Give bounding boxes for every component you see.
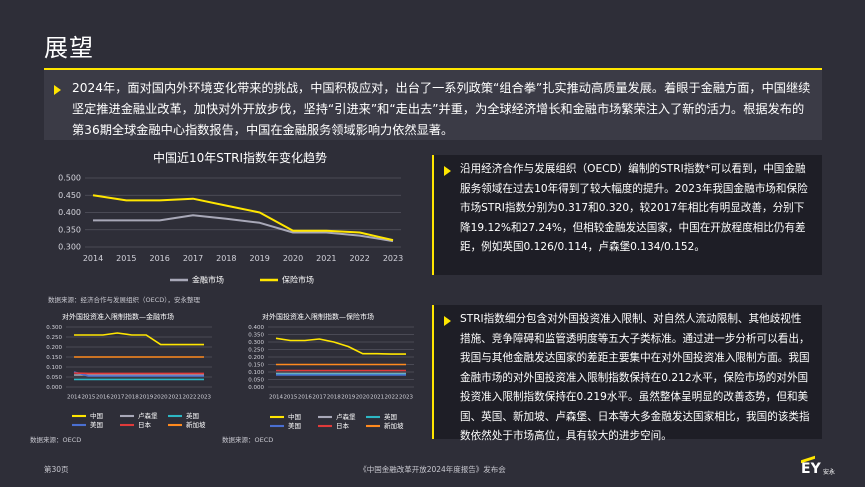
x-tick-label: 2023 bbox=[399, 395, 413, 401]
small-chart-1-source: 数据来源：OECD bbox=[30, 436, 82, 444]
x-tick-label: 2015 bbox=[283, 395, 297, 401]
legend-label: 金融市场 bbox=[192, 275, 224, 285]
y-tick-label: 0.050 bbox=[46, 375, 62, 381]
ey-logo: EY 安永 bbox=[801, 455, 841, 481]
bullet-icon bbox=[54, 85, 61, 95]
x-tick-label: 2017 bbox=[183, 254, 203, 263]
legend-label: 保险市场 bbox=[282, 275, 314, 285]
x-tick-label: 2014 bbox=[269, 395, 283, 401]
legend-label: 美国 bbox=[288, 421, 301, 430]
legend-label: 中国 bbox=[90, 411, 103, 420]
y-tick-label: 0.500 bbox=[58, 174, 81, 183]
y-tick-label: 0.400 bbox=[58, 208, 81, 217]
x-tick-label: 2019 bbox=[249, 254, 269, 263]
x-tick-label: 2021 bbox=[370, 395, 384, 401]
x-tick-label: 2021 bbox=[168, 395, 182, 401]
bullet-icon bbox=[444, 316, 451, 326]
x-tick-label: 2019 bbox=[341, 395, 355, 401]
chart-title: 中国近10年STRI指数年变化趋势 bbox=[153, 150, 327, 165]
logo-text: EY bbox=[801, 461, 821, 477]
small-chart-1-container: 对外国投资准入限制指数—金融市场 0.300 0.250 0.200 0.150 0.10… bbox=[18, 311, 218, 441]
x-tick-label: 2022 bbox=[385, 395, 399, 401]
x-tick-label: 2020 bbox=[154, 395, 168, 401]
page-number: 第30页 bbox=[44, 465, 69, 474]
stri-trend-chart: 中国近10年STRI指数年变化趋势 0.500 0.450 0.400 0.350 0.3… bbox=[58, 150, 403, 285]
legend-label: 日本 bbox=[138, 420, 152, 429]
small-chart-2-container: 对外国投资准入限制指数—保险市场 0.400 0.350 0.300 0.250 0.20… bbox=[218, 311, 418, 441]
chart-title: 对外国投资准入限制指数—金融市场 bbox=[62, 312, 174, 321]
legend-label: 英国 bbox=[186, 411, 199, 420]
legend-label: 卢森堡 bbox=[138, 411, 158, 420]
y-tick-label: 0.200 bbox=[46, 345, 62, 351]
page-title: 展望 bbox=[44, 34, 94, 62]
y-tick-label: 0.300 bbox=[248, 340, 264, 346]
main-chart-container: 中国近10年STRI指数年变化趋势 0.500 0.450 0.400 0.350 0.3… bbox=[30, 148, 430, 296]
logo-subtext: 安永 bbox=[823, 469, 836, 476]
y-tick-label: 0.250 bbox=[248, 347, 264, 353]
legend-label: 英国 bbox=[384, 412, 397, 421]
y-tick-label: 0.250 bbox=[46, 335, 62, 341]
series-line-保险市场 bbox=[92, 194, 394, 242]
y-tick-label: 0.350 bbox=[248, 332, 264, 338]
x-tick-label: 2016 bbox=[96, 395, 110, 401]
y-tick-label: 0.350 bbox=[58, 225, 81, 234]
series-line-美国 bbox=[73, 371, 204, 377]
y-tick-label: 0.050 bbox=[248, 377, 264, 383]
legend-label: 美国 bbox=[90, 420, 103, 429]
y-tick-label: 0.300 bbox=[46, 325, 62, 331]
y-tick-label: 0.200 bbox=[248, 355, 264, 361]
x-tick-label: 2015 bbox=[81, 395, 95, 401]
legend-label: 卢森堡 bbox=[336, 412, 356, 421]
x-tick-label: 2021 bbox=[316, 254, 336, 263]
y-tick-label: 0.400 bbox=[248, 325, 264, 331]
x-tick-label: 2018 bbox=[216, 254, 236, 263]
x-tick-label: 2017 bbox=[110, 395, 124, 401]
bullet-icon bbox=[444, 166, 451, 176]
legend-label: 日本 bbox=[336, 421, 350, 430]
series-line-中国 bbox=[74, 332, 204, 346]
intro-text: 2024年，面对国内外环境变化带来的挑战，中国积极应对，出台了一系列政策“组合拳… bbox=[72, 81, 811, 137]
x-tick-label: 2014 bbox=[67, 395, 81, 401]
small-chart-2-source: 数据来源：OECD bbox=[222, 436, 274, 444]
x-tick-label: 2018 bbox=[125, 395, 139, 401]
analysis-panel-1: 沿用经济合作与发展组织（OECD）编制的STRI指数*可以看到，中国金融服务领域… bbox=[432, 155, 822, 275]
x-tick-label: 2016 bbox=[298, 395, 312, 401]
x-tick-label: 2017 bbox=[312, 395, 326, 401]
series-line-中国 bbox=[275, 337, 406, 355]
x-tick-label: 2020 bbox=[283, 254, 303, 263]
analysis-panel-2: STRI指数细分包含对外国投资准入限制、对自然人流动限制、其他歧视性措施、竞争障… bbox=[432, 305, 822, 442]
panel-1-text: 沿用经济合作与发展组织（OECD）编制的STRI指数*可以看到，中国金融服务领域… bbox=[460, 163, 808, 253]
y-tick-label: 0.450 bbox=[58, 191, 81, 200]
x-tick-label: 2014 bbox=[83, 254, 103, 263]
x-tick-label: 2023 bbox=[383, 254, 403, 263]
y-tick-label: 0.150 bbox=[248, 362, 264, 368]
main-chart-source: 数据来源：经济合作与发展组织（OECD），安永整理 bbox=[48, 296, 201, 304]
x-tick-label: 2018 bbox=[327, 395, 341, 401]
y-tick-label: 0.300 bbox=[58, 243, 81, 252]
x-tick-label: 2022 bbox=[349, 254, 369, 263]
panel-2-text: STRI指数细分包含对外国投资准入限制、对自然人流动限制、其他歧视性措施、竞争障… bbox=[460, 313, 810, 442]
y-tick-label: 0.150 bbox=[46, 355, 62, 361]
x-tick-label: 2019 bbox=[139, 395, 153, 401]
x-tick-label: 2016 bbox=[149, 254, 169, 263]
x-tick-label: 2015 bbox=[116, 254, 136, 263]
x-tick-label: 2022 bbox=[183, 395, 197, 401]
chart-title: 对外国投资准入限制指数—保险市场 bbox=[262, 312, 374, 321]
legend-label: 中国 bbox=[288, 412, 301, 421]
x-tick-label: 2023 bbox=[197, 395, 211, 401]
y-tick-label: 0.000 bbox=[46, 385, 62, 391]
x-tick-label: 2020 bbox=[356, 395, 370, 401]
legend-label: 新加坡 bbox=[384, 421, 404, 430]
y-tick-label: 0.100 bbox=[46, 365, 62, 371]
y-tick-label: 0.100 bbox=[248, 370, 264, 376]
footer-title: 《中国金融改革开放2024年度报告》发布会 bbox=[359, 465, 506, 474]
intro-box: 2024年，面对国内外环境变化带来的挑战，中国积极应对，出台了一系列政策“组合拳… bbox=[44, 68, 822, 140]
y-tick-label: 0.000 bbox=[248, 385, 264, 391]
series-line-金融市场 bbox=[93, 214, 394, 243]
legend-label: 新加坡 bbox=[186, 420, 206, 429]
